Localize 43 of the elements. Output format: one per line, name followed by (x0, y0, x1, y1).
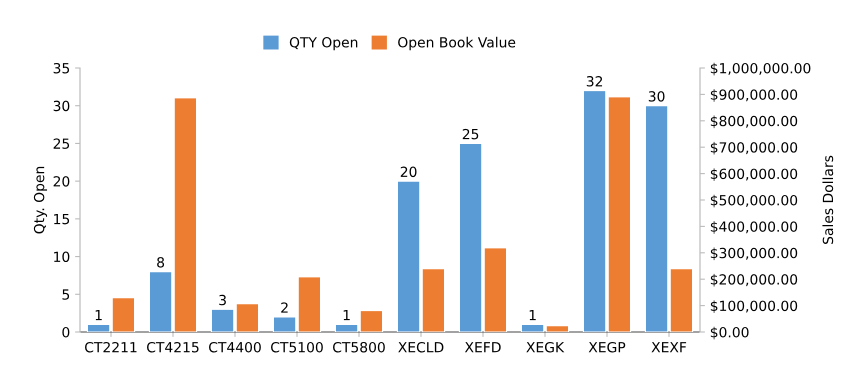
x-tick-label: XEXF (652, 342, 686, 352)
y2-tick-label: $500,000.00 (710, 194, 798, 208)
data-label: 32 (586, 76, 602, 87)
y-tick-label: 10 (54, 252, 70, 262)
y-tick-label: 5 (62, 289, 70, 300)
x-tick-label: CT5800 (333, 342, 385, 352)
y2-tick-label: $100,000.00 (710, 300, 798, 313)
data-label: 20 (400, 166, 417, 178)
data-label: 2 (281, 302, 288, 313)
x-tick-label: XEFD (464, 342, 501, 352)
legend-label: QTY Open (290, 37, 358, 50)
data-label: 1 (530, 310, 536, 320)
x-tick-label: CT2211 (85, 342, 136, 352)
y2-tick-label: $800,000.00 (710, 116, 798, 128)
legend-label: Open Book Value (398, 36, 516, 50)
y2-tick-label: $200,000.00 (710, 274, 798, 287)
data-label: 30 (648, 91, 665, 102)
y-tick-label: 0 (62, 326, 70, 338)
y2-tick-label: $600,000.00 (710, 168, 798, 181)
y2-tick-label: $300,000.00 (710, 248, 798, 260)
y2-tick-label: $900,000.00 (710, 89, 798, 102)
data-label: 8 (157, 257, 164, 268)
x-tick-label: XEGP (588, 342, 626, 352)
data-label: 3 (219, 294, 226, 306)
y2-axis-title: Sales Dollars (822, 156, 834, 244)
y-tick-label: 35 (54, 62, 70, 74)
x-tick-label: CT4215 (147, 342, 199, 352)
y2-tick-label: $700,000.00 (710, 142, 798, 155)
y-tick-label: 15 (54, 214, 70, 224)
y2-tick-label: $0.00 (710, 326, 749, 340)
y-tick-label: 25 (54, 138, 70, 149)
x-tick-label: CT4400 (209, 342, 261, 352)
y2-tick-label: $1,000,000.00 (710, 62, 810, 76)
data-label: 1 (344, 310, 350, 320)
x-tick-label: CT5100 (271, 342, 323, 352)
y2-tick-label: $400,000.00 (710, 221, 798, 234)
x-tick-label: XEGK (526, 342, 564, 352)
y-tick-label: 20 (54, 176, 70, 187)
data-label: 25 (462, 128, 478, 140)
x-tick-label: XECLD (398, 342, 444, 352)
y-axis-title: Qty. Open (34, 166, 48, 234)
data-label: 1 (96, 310, 102, 320)
y-tick-label: 30 (54, 100, 70, 112)
